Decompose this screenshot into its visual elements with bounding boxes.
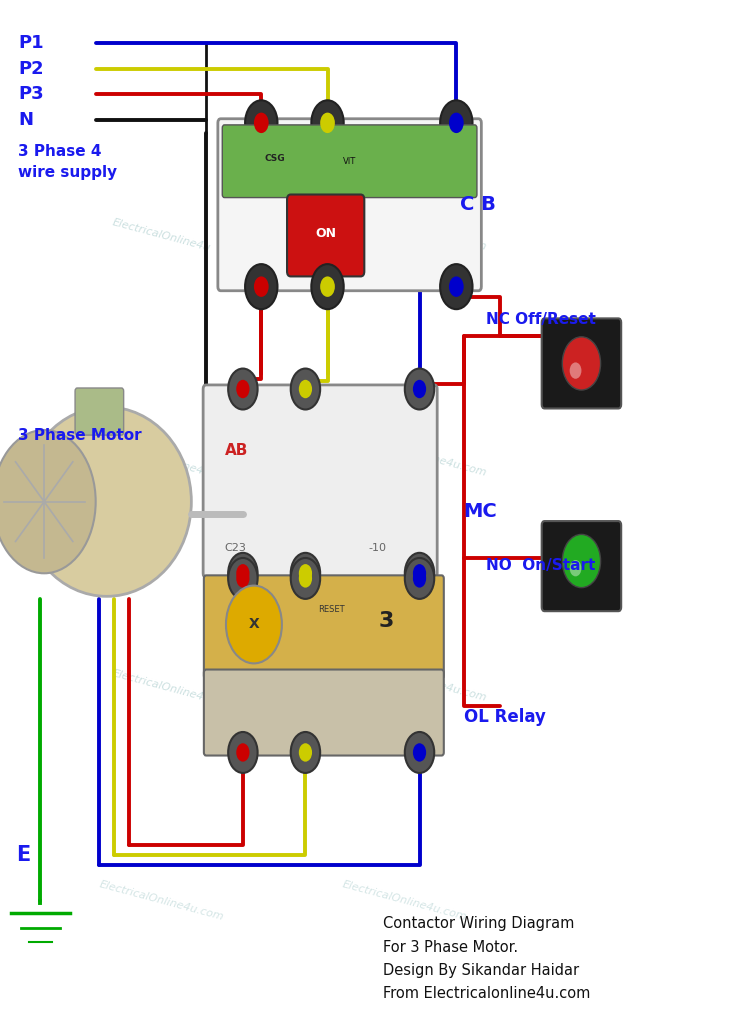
Text: E: E (16, 844, 30, 865)
Text: calOnline4u.com: calOnline4u.com (395, 444, 488, 477)
Text: 3 Phase Motor: 3 Phase Motor (18, 428, 142, 442)
Text: 3: 3 (379, 611, 394, 631)
Circle shape (405, 732, 434, 773)
Circle shape (413, 564, 426, 583)
Circle shape (254, 113, 269, 133)
Circle shape (299, 380, 312, 398)
Text: ON: ON (316, 227, 336, 240)
Circle shape (449, 113, 464, 133)
Circle shape (562, 535, 601, 588)
Circle shape (236, 564, 250, 583)
Circle shape (228, 558, 258, 599)
Text: P1: P1 (18, 34, 44, 52)
Text: ElectricalOnline4u: ElectricalOnline4u (112, 443, 212, 479)
Text: VIT: VIT (343, 157, 356, 166)
Circle shape (570, 560, 581, 577)
FancyBboxPatch shape (204, 670, 444, 755)
Circle shape (405, 553, 434, 594)
Text: ElectricalOnline4u.com: ElectricalOnline4u.com (342, 879, 468, 922)
Text: ElectricalOnline4u: ElectricalOnline4u (112, 668, 212, 704)
Text: Contactor Wiring Diagram
For 3 Phase Motor.
Design By Sikandar Haidar
From Elect: Contactor Wiring Diagram For 3 Phase Mot… (383, 916, 590, 1001)
Circle shape (311, 101, 344, 146)
Circle shape (291, 558, 320, 599)
FancyBboxPatch shape (287, 195, 364, 276)
Circle shape (405, 368, 434, 409)
Ellipse shape (22, 407, 191, 596)
Text: C23: C23 (224, 543, 247, 553)
Circle shape (413, 380, 426, 398)
Text: ElectricalOnline4u: ElectricalOnline4u (112, 218, 212, 253)
Circle shape (413, 569, 426, 588)
Circle shape (449, 276, 464, 297)
Circle shape (245, 101, 277, 146)
Text: 3 Phase 4
wire supply: 3 Phase 4 wire supply (18, 144, 118, 180)
Circle shape (320, 113, 335, 133)
Text: AB: AB (224, 443, 248, 458)
Circle shape (291, 553, 320, 594)
Circle shape (254, 276, 269, 297)
Text: CSG: CSG (265, 154, 286, 163)
Text: -10: -10 (368, 543, 386, 553)
Circle shape (413, 743, 426, 761)
Circle shape (228, 553, 258, 594)
FancyBboxPatch shape (75, 388, 124, 435)
FancyBboxPatch shape (542, 318, 621, 408)
Circle shape (236, 380, 250, 398)
Circle shape (320, 276, 335, 297)
FancyBboxPatch shape (218, 119, 481, 290)
Text: calOnline4u.com: calOnline4u.com (395, 669, 488, 703)
Circle shape (291, 368, 320, 409)
Circle shape (226, 586, 282, 664)
Text: NO  On/Start: NO On/Start (486, 557, 595, 573)
Circle shape (228, 732, 258, 773)
FancyBboxPatch shape (203, 385, 437, 578)
Circle shape (440, 101, 473, 146)
Text: ElectricalOnline4u.com: ElectricalOnline4u.com (99, 879, 225, 922)
FancyBboxPatch shape (222, 125, 477, 198)
Circle shape (299, 564, 312, 583)
Circle shape (440, 264, 473, 309)
Text: X: X (249, 618, 259, 631)
Text: NC Off/Reset: NC Off/Reset (486, 312, 595, 327)
Text: N: N (18, 111, 33, 129)
Circle shape (299, 569, 312, 588)
Circle shape (570, 362, 581, 379)
Circle shape (405, 558, 434, 599)
Text: P2: P2 (18, 60, 44, 78)
Circle shape (0, 430, 96, 574)
Circle shape (311, 264, 344, 309)
FancyBboxPatch shape (204, 576, 444, 679)
FancyBboxPatch shape (542, 521, 621, 611)
Circle shape (291, 732, 320, 773)
Circle shape (236, 569, 250, 588)
Text: MC: MC (464, 503, 498, 521)
Text: RESET: RESET (318, 604, 344, 614)
Text: C B: C B (460, 195, 496, 214)
Text: OL Relay: OL Relay (464, 708, 545, 725)
Text: P3: P3 (18, 85, 44, 104)
Circle shape (236, 743, 250, 761)
Circle shape (562, 337, 601, 390)
Circle shape (245, 264, 277, 309)
Circle shape (299, 743, 312, 761)
Circle shape (228, 368, 258, 409)
Text: calOnline4u.com: calOnline4u.com (395, 219, 488, 252)
